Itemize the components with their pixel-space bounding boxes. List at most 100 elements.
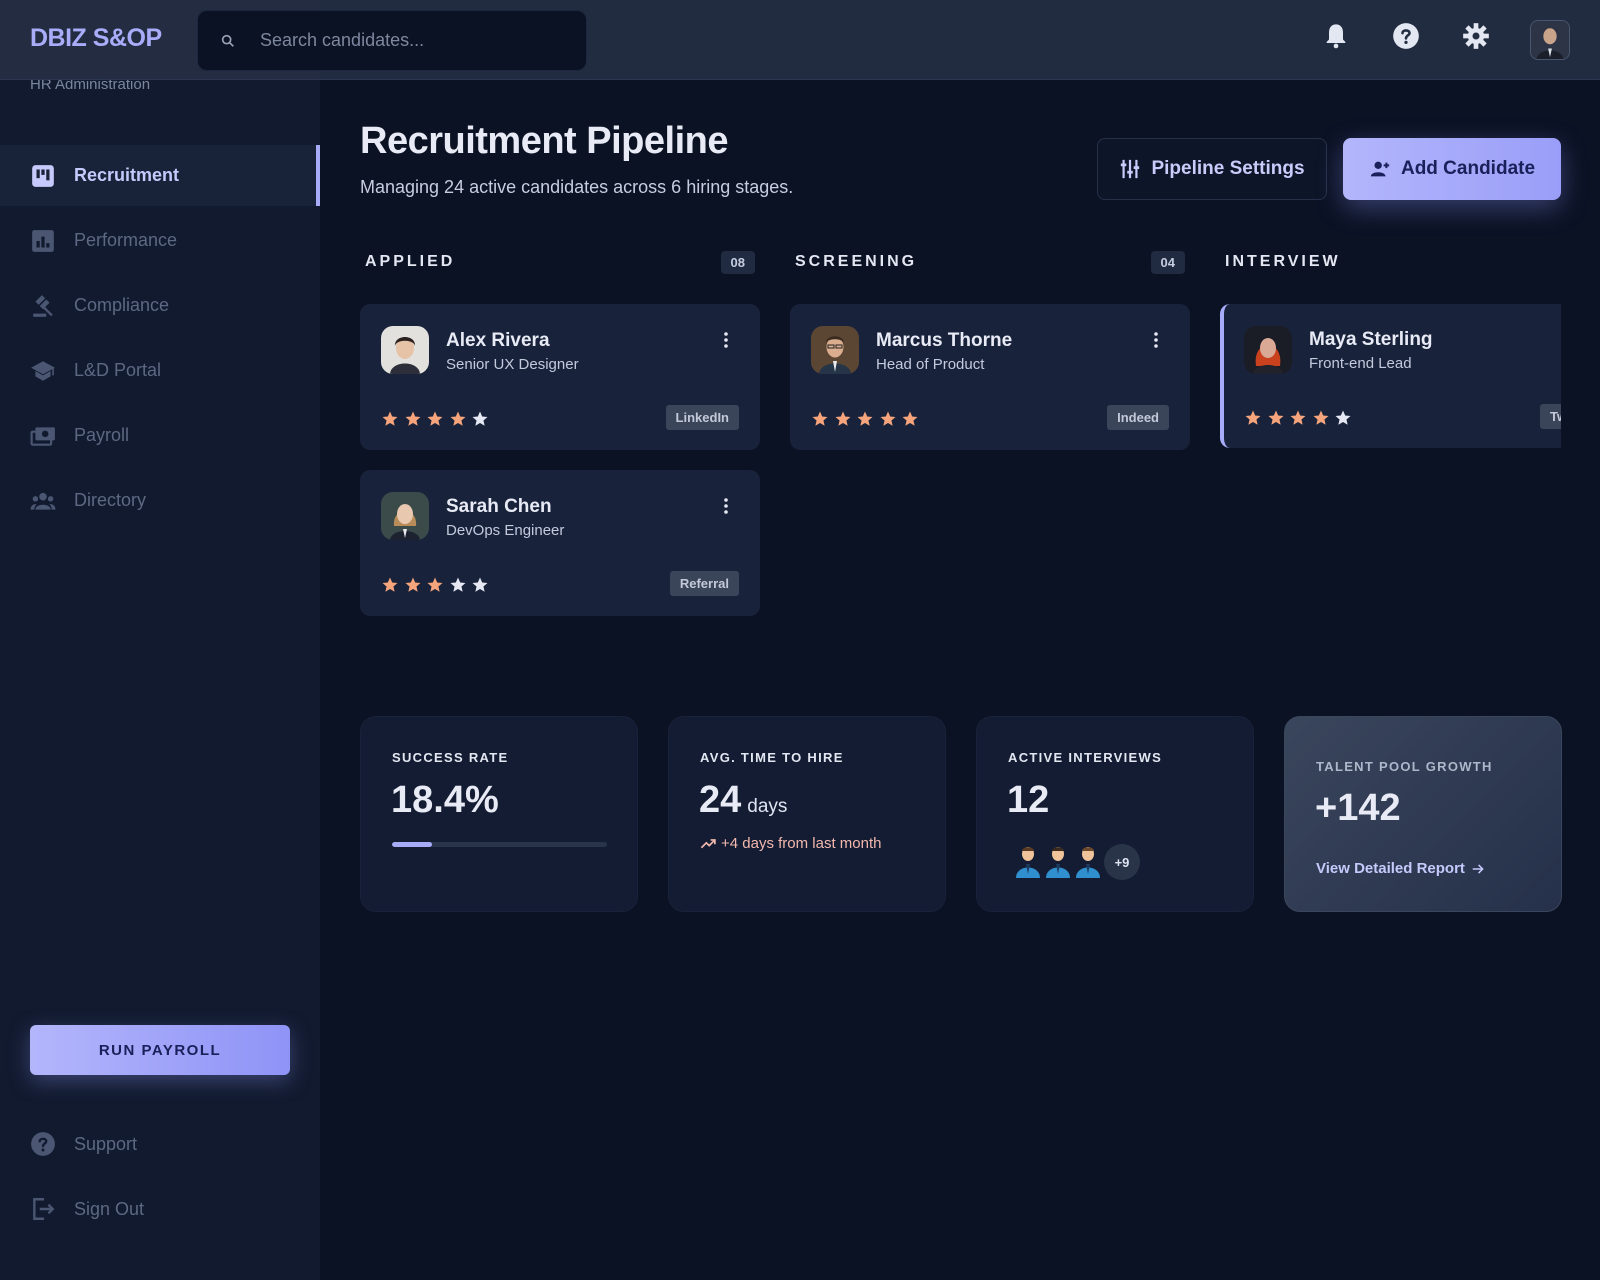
add-candidate-button[interactable]: Add Candidate (1343, 138, 1561, 200)
logout-icon (30, 1196, 56, 1222)
top-bar: DBIZ S&OP (0, 0, 1600, 80)
pipeline-settings-label: Pipeline Settings (1151, 158, 1305, 179)
more-options-button[interactable] (716, 330, 736, 350)
more-options-button[interactable] (1146, 330, 1166, 350)
sidebar: HR Administration Recruitment Performanc… (0, 0, 320, 1280)
more-vertical-icon (724, 498, 728, 514)
star-filled-icon (1290, 410, 1306, 425)
stat-label: TALENT POOL GROWTH (1316, 759, 1493, 774)
help-button[interactable] (1390, 20, 1422, 52)
rating-stars (381, 410, 494, 428)
candidate-role: DevOps Engineer (446, 522, 565, 539)
candidate-card[interactable]: Marcus Thorne Head of Product Indeed (790, 304, 1190, 450)
page-subtitle: Managing 24 active candidates across 6 h… (360, 177, 794, 197)
stat-time-to-hire: AVG. TIME TO HIRE 24 days +4 days from la… (668, 716, 946, 912)
stat-value: 12 (1007, 779, 1050, 821)
more-interviewers-badge[interactable]: +9 (1104, 844, 1140, 880)
sidebar-item-performance[interactable]: Performance (0, 210, 320, 271)
person-add-icon (1370, 161, 1390, 177)
sidebar-item-directory[interactable]: Directory (0, 470, 320, 531)
column-header: APPLIED 08 (360, 248, 760, 276)
add-candidate-label: Add Candidate (1400, 158, 1536, 179)
kanban-icon (30, 163, 56, 189)
search-box (197, 10, 587, 71)
person-icon (1076, 847, 1100, 878)
sidebar-item-recruitment[interactable]: Recruitment (0, 145, 320, 206)
view-report-link[interactable]: View Detailed Report (1316, 860, 1485, 877)
settings-button[interactable] (1460, 20, 1492, 52)
group-icon (30, 488, 56, 514)
stat-label: ACTIVE INTERVIEWS (1008, 750, 1163, 765)
star-filled-icon (835, 411, 850, 426)
progress-fill (392, 842, 432, 847)
column-header: SCREENING 04 (790, 248, 1190, 276)
star-empty-icon (472, 411, 488, 426)
sidebar-item-label: Compliance (74, 295, 170, 315)
pipeline-board: APPLIED 08 Alex Rivera Senior UX Designe… (360, 248, 1561, 628)
arrow-right-icon (1472, 863, 1484, 874)
candidate-card[interactable]: Alex Rivera Senior UX Designer LinkedIn (360, 304, 760, 450)
stat-active-interviews: ACTIVE INTERVIEWS 12 +9 (976, 716, 1254, 912)
source-badge: LinkedIn (665, 405, 739, 430)
star-empty-icon (472, 577, 488, 592)
candidate-name: Alex Rivera (446, 330, 550, 351)
sidebar-item-label: Performance (74, 230, 178, 250)
help-icon (1393, 23, 1419, 49)
stat-value: +142 (1315, 787, 1401, 829)
sidebar-item-sign-out[interactable]: Sign Out (0, 1178, 320, 1240)
sidebar-item-label: L&D Portal (74, 360, 162, 380)
rating-stars (381, 576, 494, 594)
column-count: 04 (1150, 250, 1185, 274)
sidebar-item-label: Directory (74, 490, 147, 510)
trending-up-icon (700, 839, 716, 849)
candidate-portrait-icon (381, 492, 429, 540)
star-filled-icon (450, 411, 465, 426)
sidebar-item-ld-portal[interactable]: L&D Portal (0, 340, 320, 401)
run-payroll-button[interactable]: RUN PAYROLL (30, 1025, 290, 1075)
help-icon (30, 1131, 56, 1157)
star-filled-icon (382, 577, 398, 592)
star-filled-icon (812, 411, 828, 426)
candidate-portrait-icon (1244, 326, 1292, 374)
candidate-card[interactable]: Sarah Chen DevOps Engineer Referral (360, 470, 760, 616)
candidate-avatar (381, 326, 429, 374)
star-filled-icon (902, 411, 918, 426)
app-logo[interactable]: DBIZ S&OP (30, 24, 162, 52)
sidebar-item-payroll[interactable]: Payroll (0, 405, 320, 466)
stat-talent-pool: TALENT POOL GROWTH +142 View Detailed Re… (1284, 716, 1562, 912)
candidate-avatar (811, 326, 859, 374)
source-badge: Referral (669, 571, 739, 596)
user-avatar[interactable] (1530, 20, 1570, 60)
star-filled-icon (880, 411, 895, 426)
candidate-card[interactable]: Maya Sterling Front-end Lead Tw (1220, 304, 1561, 448)
column-applied: APPLIED 08 Alex Rivera Senior UX Designe… (360, 248, 760, 628)
success-progress-bar (392, 842, 607, 847)
star-filled-icon (405, 577, 420, 592)
rating-stars (1244, 409, 1357, 427)
sidebar-item-support[interactable]: Support (0, 1113, 320, 1175)
star-filled-icon (1313, 410, 1328, 425)
sidebar-item-label: Payroll (74, 425, 130, 445)
page-title: Recruitment Pipeline (360, 120, 728, 162)
bell-icon (1326, 24, 1346, 49)
source-badge: Tw (1540, 404, 1561, 429)
star-filled-icon (1245, 410, 1261, 425)
notifications-button[interactable] (1320, 20, 1352, 52)
school-icon (30, 358, 56, 384)
pipeline-settings-button[interactable]: Pipeline Settings (1097, 138, 1327, 200)
payments-icon (30, 423, 56, 449)
column-interview: INTERVIEW Maya Sterling Front-end Lead T… (1220, 248, 1561, 468)
search-input[interactable] (260, 30, 560, 51)
more-options-button[interactable] (716, 496, 736, 516)
column-screening: SCREENING 04 Marcus Thorne Head of Produ… (790, 248, 1190, 470)
candidate-role: Front-end Lead (1309, 355, 1412, 372)
candidate-avatar (381, 492, 429, 540)
view-report-label: View Detailed Report (1316, 860, 1465, 877)
candidate-name: Maya Sterling (1309, 329, 1433, 350)
search-icon (221, 34, 234, 47)
star-filled-icon (405, 411, 420, 426)
candidate-name: Sarah Chen (446, 496, 552, 517)
sidebar-item-compliance[interactable]: Compliance (0, 275, 320, 336)
column-title: APPLIED (365, 253, 456, 270)
star-filled-icon (382, 411, 398, 426)
